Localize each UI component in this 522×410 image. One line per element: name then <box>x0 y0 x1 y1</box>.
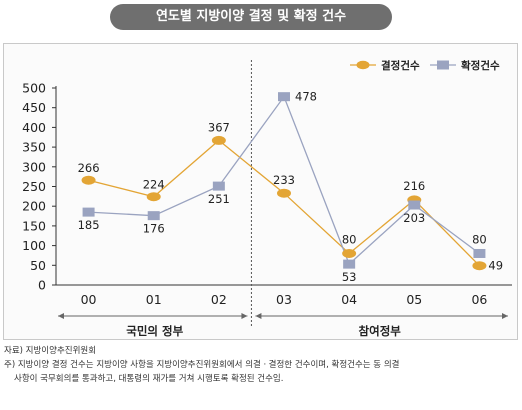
footnote-line-1: 주) 지방이양 결정 건수는 지방이양 사항을 지방이양추진위원회에서 의결ㆍ결… <box>4 360 400 370</box>
data-label: 203 <box>403 211 425 225</box>
series-2-point <box>147 211 160 221</box>
y-tick-label: 150 <box>22 218 46 233</box>
notes-block: 자료) 지방이양추진위원회 주) 지방이양 결정 건수는 지방이양 사항을 지방… <box>4 344 518 386</box>
data-label: 251 <box>208 192 230 206</box>
data-label: 53 <box>342 270 357 284</box>
series-1-point <box>472 261 487 271</box>
legend-label-1: 결정건수 <box>381 59 420 72</box>
y-tick-label: 50 <box>30 258 46 273</box>
series-2-point <box>343 259 356 269</box>
period-arrow-2-right-head <box>502 313 508 319</box>
data-label: 233 <box>273 173 295 187</box>
series-2-point <box>82 207 95 217</box>
series-1-point <box>277 188 291 198</box>
legend-marker-2 <box>437 60 449 70</box>
data-label: 80 <box>472 232 487 246</box>
series-1-point <box>342 248 357 258</box>
data-label: 224 <box>143 178 165 192</box>
series-2-point <box>278 92 290 102</box>
footnote-line-2: 사항이 국무회의를 통과하고, 대통령의 재가를 거쳐 시행토록 확정된 건수임… <box>14 374 284 384</box>
data-label: 478 <box>295 90 317 104</box>
period-arrow-2-left-head <box>255 313 262 319</box>
y-tick-label: 450 <box>22 100 46 115</box>
y-tick-label: 400 <box>22 120 46 135</box>
x-tick-label: 04 <box>341 292 357 307</box>
y-tick-label: 0 <box>38 278 46 293</box>
series-2-point <box>408 200 421 210</box>
legend-marker-1 <box>356 60 370 70</box>
legend-label-2: 확정건수 <box>461 59 500 72</box>
data-label: 80 <box>342 232 357 246</box>
data-label: 49 <box>488 259 503 273</box>
series-2-point <box>473 248 486 258</box>
chart-title: 연도별 지방이양 결정 및 확정 건수 <box>110 4 392 30</box>
y-tick-label: 350 <box>22 140 46 155</box>
x-tick-label: 05 <box>406 292 422 307</box>
series-line-1 <box>88 139 480 267</box>
x-tick-label: 02 <box>211 292 227 307</box>
period-label-2: 참여정부 <box>359 324 402 338</box>
source-note: 자료) 지방이양추진위원회 <box>4 346 97 356</box>
data-label: 367 <box>208 120 230 134</box>
data-label: 266 <box>78 161 100 175</box>
y-tick-label: 250 <box>22 179 46 194</box>
chart-panel <box>3 43 518 340</box>
data-label: 216 <box>403 179 425 193</box>
period-arrow-1-left-head <box>58 313 64 319</box>
x-tick-label: 01 <box>146 292 162 307</box>
period-arrow-1-right-head <box>241 313 248 319</box>
y-tick-label: 200 <box>22 199 46 214</box>
x-tick-label: 00 <box>81 292 97 307</box>
series-1-point <box>146 192 161 202</box>
series-1-point <box>211 135 226 145</box>
x-tick-label: 06 <box>471 292 487 307</box>
series-2-point <box>212 181 225 191</box>
y-tick-label: 100 <box>22 238 46 253</box>
title-area: 연도별 지방이양 결정 및 확정 건수 <box>0 0 522 36</box>
data-label: 176 <box>143 222 165 236</box>
series-1-point <box>81 175 96 185</box>
period-label-1: 국민의 정부 <box>126 324 183 338</box>
y-tick-label: 500 <box>22 81 46 96</box>
x-tick-label: 03 <box>276 292 292 307</box>
y-tick-label: 300 <box>22 159 46 174</box>
data-label: 185 <box>78 218 100 232</box>
